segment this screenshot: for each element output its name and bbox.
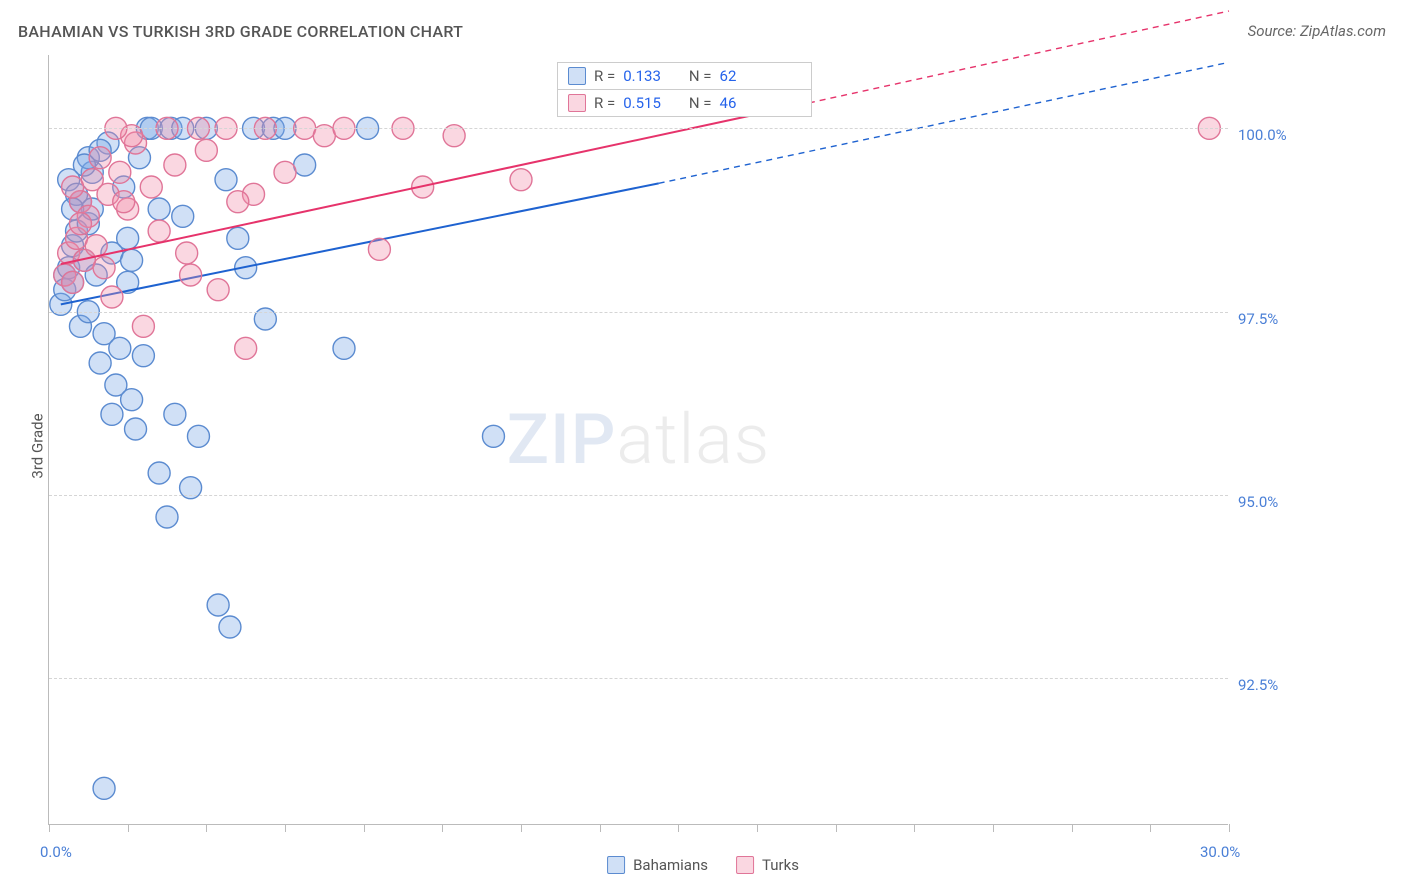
x-tick: [442, 824, 443, 832]
stats-swatch: [568, 94, 586, 112]
data-point: [93, 257, 115, 279]
stats-n-value: 62: [720, 67, 737, 85]
gridline: [49, 678, 1228, 679]
data-point: [333, 337, 355, 359]
stats-swatch: [568, 67, 586, 85]
legend-swatch: [736, 856, 754, 874]
y-tick-label: 95.0%: [1238, 493, 1278, 511]
data-point: [195, 139, 217, 161]
x-tick: [600, 824, 601, 832]
data-point: [121, 389, 143, 411]
data-point: [164, 154, 186, 176]
data-point: [69, 213, 91, 235]
data-point: [156, 506, 178, 528]
data-point: [235, 337, 257, 359]
chart-svg: [49, 55, 1228, 824]
data-point: [117, 227, 139, 249]
chart-title: BAHAMIAN VS TURKISH 3RD GRADE CORRELATIO…: [18, 22, 463, 41]
y-tick-label: 92.5%: [1238, 676, 1278, 694]
data-point: [148, 220, 170, 242]
legend-item: Bahamians: [607, 856, 708, 874]
plot-area: ZIPatlas: [48, 55, 1228, 825]
legend-swatch: [607, 856, 625, 874]
x-tick: [993, 824, 994, 832]
stats-r-label: R =: [594, 94, 615, 112]
data-point: [121, 249, 143, 271]
data-point: [148, 198, 170, 220]
x-tick: [836, 824, 837, 832]
data-point: [207, 279, 229, 301]
x-tick: [757, 824, 758, 832]
x-tick: [1150, 824, 1151, 832]
x-tick: [364, 824, 365, 832]
x-tick: [678, 824, 679, 832]
data-point: [113, 191, 135, 213]
data-point: [227, 227, 249, 249]
data-point: [187, 425, 209, 447]
gridline: [49, 495, 1228, 496]
data-point: [176, 242, 198, 264]
data-point: [132, 315, 154, 337]
stats-row: R = 0.515 N = 46: [558, 89, 811, 116]
x-tick: [1229, 824, 1230, 832]
data-point: [148, 462, 170, 484]
data-point: [62, 271, 84, 293]
data-point: [172, 205, 194, 227]
data-point: [164, 403, 186, 425]
data-point: [93, 777, 115, 799]
stats-r-label: R =: [594, 67, 615, 85]
data-point: [140, 176, 162, 198]
x-tick-label: 0.0%: [40, 843, 72, 861]
data-point: [180, 264, 202, 286]
data-point: [482, 425, 504, 447]
stats-n-label: N =: [689, 94, 712, 112]
x-tick: [521, 824, 522, 832]
stats-r-value: 0.515: [623, 94, 661, 112]
data-point: [101, 403, 123, 425]
data-point: [274, 161, 296, 183]
stats-r-value: 0.133: [623, 67, 661, 85]
y-tick-label: 97.5%: [1238, 310, 1278, 328]
x-tick: [49, 824, 50, 832]
trend-line-ext: [777, 11, 1229, 110]
x-tick: [1072, 824, 1073, 832]
stats-n-value: 46: [720, 94, 737, 112]
data-point: [207, 594, 229, 616]
data-point: [89, 147, 111, 169]
legend-label: Bahamians: [633, 856, 708, 874]
gridline: [49, 128, 1228, 129]
x-tick: [914, 824, 915, 832]
data-point: [227, 191, 249, 213]
y-axis-label: 3rd Grade: [29, 413, 47, 478]
legend-label: Turks: [762, 856, 799, 874]
data-point: [85, 235, 107, 257]
x-tick: [206, 824, 207, 832]
data-point: [109, 337, 131, 359]
x-tick: [128, 824, 129, 832]
stats-row: R = 0.133 N = 62: [558, 63, 811, 89]
data-point: [89, 352, 111, 374]
x-tick: [285, 824, 286, 832]
data-point: [294, 154, 316, 176]
data-point: [215, 169, 237, 191]
stats-box: R = 0.133 N = 62 R = 0.515 N = 46: [557, 62, 812, 117]
data-point: [101, 286, 123, 308]
stats-n-label: N =: [689, 67, 712, 85]
data-point: [109, 161, 131, 183]
legend: Bahamians Turks: [607, 856, 799, 874]
data-point: [368, 238, 390, 260]
data-point: [219, 616, 241, 638]
x-tick-label: 30.0%: [1200, 843, 1240, 861]
source-label: Source: ZipAtlas.com: [1248, 22, 1386, 40]
gridline: [49, 312, 1228, 313]
y-tick-label: 100.0%: [1238, 126, 1287, 144]
data-point: [510, 169, 532, 191]
data-point: [132, 345, 154, 367]
data-point: [62, 176, 84, 198]
data-point: [125, 418, 147, 440]
legend-item: Turks: [736, 856, 799, 874]
